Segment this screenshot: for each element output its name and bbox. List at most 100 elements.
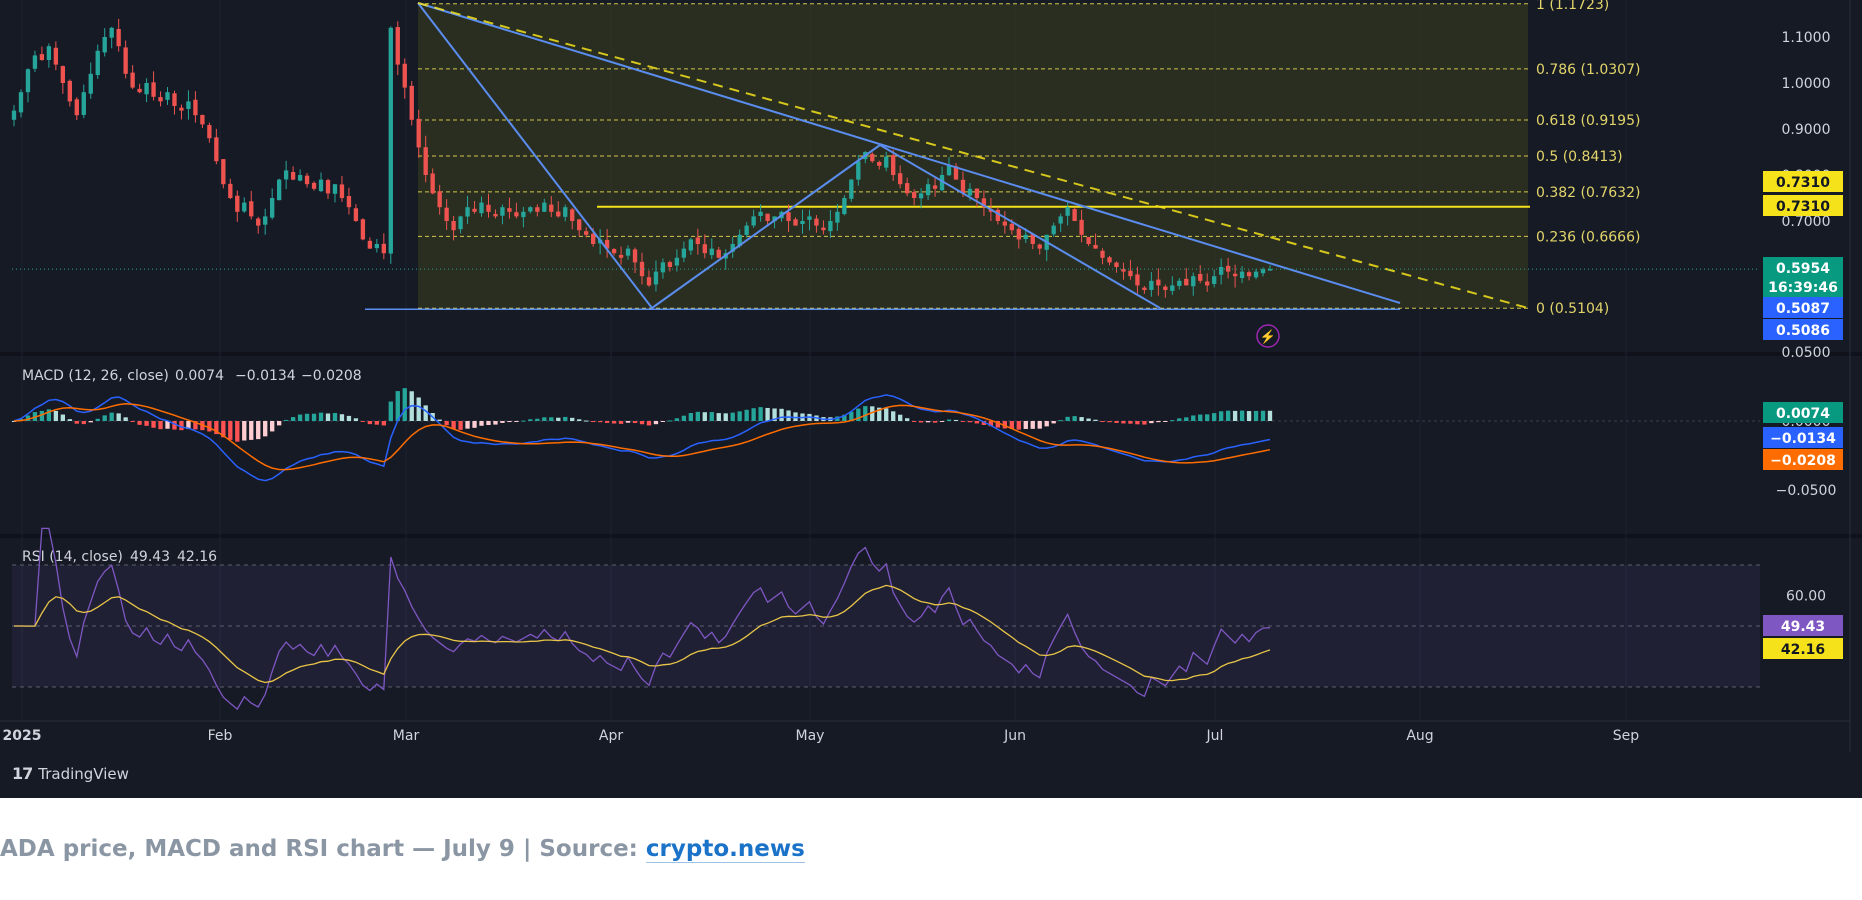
macd-histogram-bar <box>1260 410 1266 421</box>
macd-histogram-bar <box>723 413 728 421</box>
candle-body <box>584 231 589 235</box>
macd-histogram-bar <box>81 421 86 425</box>
candle-body <box>709 248 714 256</box>
candle-body <box>193 99 198 116</box>
candle-body <box>842 198 847 215</box>
candle-body <box>828 221 833 232</box>
macd-histogram-bar <box>1225 410 1231 421</box>
candle-body <box>1121 269 1126 272</box>
macd-histogram-bar <box>1135 421 1140 425</box>
candle-body <box>632 249 638 263</box>
candle-body <box>639 261 645 277</box>
macd-histogram-bar <box>360 421 366 422</box>
macd-histogram-bar <box>779 408 784 421</box>
macd-histogram-bar <box>674 418 680 421</box>
candle-body <box>1232 273 1238 277</box>
price-tag <box>1763 297 1843 318</box>
candle-body <box>228 183 233 198</box>
macd-histogram-bar <box>611 421 617 424</box>
macd-histogram-bar <box>500 421 505 423</box>
candle-body <box>807 216 812 220</box>
candle-body <box>402 63 407 88</box>
candle-body <box>297 175 303 181</box>
candle-body <box>416 118 421 148</box>
candle-body <box>381 243 386 254</box>
macd-histogram-bar <box>1177 418 1182 421</box>
candle-body <box>311 182 317 189</box>
macd-tag-text: −0.0134 <box>1770 431 1836 447</box>
candle-body <box>1149 280 1154 290</box>
macd-title: MACD (12, 26, close) <box>22 368 169 384</box>
macd-histogram-bar <box>1246 411 1252 421</box>
macd-histogram-bar <box>898 414 903 421</box>
candle-body <box>653 271 659 285</box>
macd-histogram-bar <box>1065 416 1070 421</box>
candle-body <box>388 27 393 254</box>
macd-histogram-bar <box>339 414 345 421</box>
candle-body <box>688 239 694 251</box>
macd-histogram-bar <box>507 421 512 423</box>
macd-histogram-bar <box>1253 410 1259 421</box>
tradingview-logo[interactable]: 17 TradingView <box>12 764 129 783</box>
candle-body <box>409 85 414 120</box>
macd-histogram-bar <box>1184 417 1189 421</box>
candle-body <box>960 179 966 194</box>
macd-histogram-bar <box>688 412 694 421</box>
candle-body <box>1198 273 1203 281</box>
candle-body <box>109 27 114 38</box>
chart-frame: 2025 Feb Mar Apr May Jun Jul Aug Sep 1 (1.1723) 0.… <box>0 0 1862 798</box>
macd-histogram-bar <box>877 407 882 421</box>
macd-histogram-bar <box>709 412 714 421</box>
macd-histogram-bar <box>751 408 756 421</box>
time-axis-label: 2025 <box>3 728 42 744</box>
macd-histogram-bar <box>144 421 149 426</box>
macd-histogram-bar <box>563 416 568 421</box>
candle-body <box>53 47 59 65</box>
macd-histogram-bar <box>228 421 233 440</box>
macd-histogram-bar <box>304 413 310 421</box>
macd-histogram-bar <box>570 417 575 421</box>
candle-body <box>1267 269 1273 271</box>
price-axis-label: 0.7000 <box>1782 214 1831 230</box>
rsi-tag-text: 49.43 <box>1781 619 1825 635</box>
macd-histogram-bar <box>493 421 498 425</box>
macd-histogram-bar <box>646 421 652 426</box>
macd-histogram-bar <box>88 421 93 423</box>
candle-body <box>946 165 952 176</box>
macd-histogram-bar <box>207 421 212 432</box>
candle-body <box>1135 274 1140 286</box>
candle-body <box>32 55 38 69</box>
candle-body <box>1086 237 1091 244</box>
candle-body <box>1163 286 1168 290</box>
macd-histogram-bar <box>842 414 847 421</box>
candle-body <box>81 92 86 115</box>
macd-histogram-bar <box>381 421 386 426</box>
macd-line <box>13 394 1271 482</box>
candle-body <box>249 201 254 217</box>
candle-body <box>158 97 163 102</box>
candle-body <box>967 188 973 196</box>
macd-histogram-bar <box>625 421 631 423</box>
macd-histogram-bar <box>772 408 777 421</box>
candle-body <box>165 92 170 100</box>
macd-histogram-bar <box>639 421 645 425</box>
candle-body <box>325 180 331 194</box>
candle-body <box>214 137 219 162</box>
candle-body <box>556 211 561 217</box>
macd-histogram-bar <box>263 421 268 437</box>
candle-body <box>577 219 582 231</box>
panel-divider <box>0 534 1862 538</box>
macd-histogram-bar <box>597 421 603 423</box>
candle-body <box>1260 269 1266 274</box>
candle-body <box>116 29 121 47</box>
candle-body <box>730 244 735 252</box>
candle-body <box>458 216 463 230</box>
macd-histogram-bar <box>437 419 442 421</box>
source-link[interactable]: crypto.news <box>645 836 805 863</box>
price-tag <box>1763 319 1843 340</box>
candle-body <box>346 196 352 208</box>
candle-body <box>137 88 142 93</box>
macd-histogram-bar <box>856 408 861 421</box>
macd-histogram-bar <box>716 413 721 421</box>
rsi-tag-text: 42.16 <box>1781 642 1825 658</box>
